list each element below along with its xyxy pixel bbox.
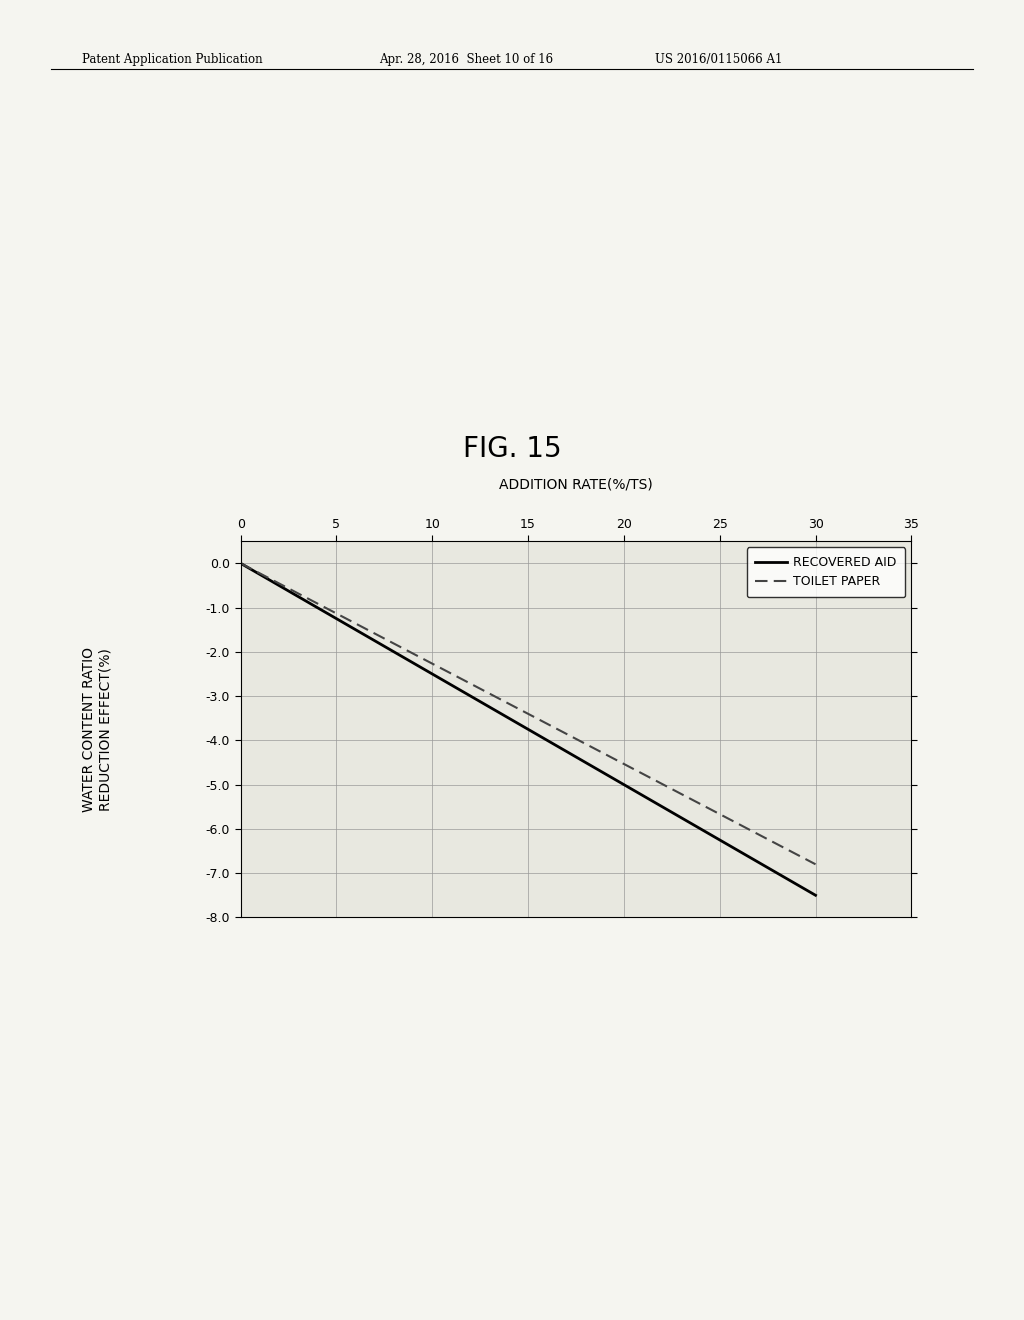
- Legend: RECOVERED AID, TOILET PAPER: RECOVERED AID, TOILET PAPER: [746, 548, 905, 597]
- Text: Patent Application Publication: Patent Application Publication: [82, 53, 262, 66]
- Text: Apr. 28, 2016  Sheet 10 of 16: Apr. 28, 2016 Sheet 10 of 16: [379, 53, 553, 66]
- Text: US 2016/0115066 A1: US 2016/0115066 A1: [655, 53, 782, 66]
- Text: WATER CONTENT RATIO
REDUCTION EFFECT(%): WATER CONTENT RATIO REDUCTION EFFECT(%): [82, 647, 113, 812]
- Text: FIG. 15: FIG. 15: [463, 434, 561, 463]
- Text: ADDITION RATE(%/TS): ADDITION RATE(%/TS): [499, 477, 653, 491]
